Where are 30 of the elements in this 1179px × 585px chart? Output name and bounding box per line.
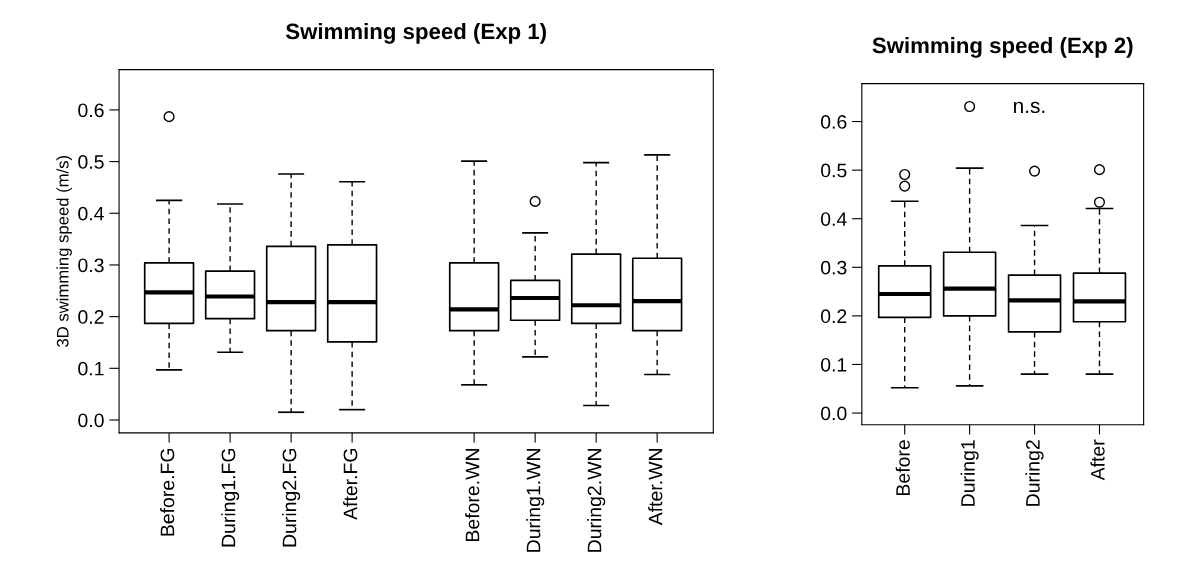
annotation: n.s. — [1013, 101, 1045, 114]
x-tick-label: After — [1090, 439, 1105, 481]
x-tick-label: Before.WN — [465, 449, 480, 541]
y-tick-label: 0.5 — [821, 163, 847, 178]
y-tick-label: 0.0 — [821, 406, 847, 421]
x-tick-label: During1.WN — [526, 449, 545, 552]
x-tick-label: During1.FG — [221, 448, 240, 547]
x-tick-label: During2.FG — [282, 448, 301, 547]
y-tick-label: 0.4 — [78, 206, 104, 221]
y-axis-title: 3D swimming speed (m/s) — [56, 155, 72, 347]
chart-title: Swimming speed (Exp 2) — [872, 37, 1133, 58]
y-tick-label: 0.6 — [821, 115, 847, 129]
x-tick-label: After.WN — [648, 449, 663, 526]
chart-title: Swimming speed (Exp 1) — [285, 22, 546, 44]
y-tick-label: 0.5 — [78, 155, 104, 169]
x-tick-label: During2 — [1025, 440, 1044, 506]
y-tick-label: 0.1 — [78, 361, 104, 376]
x-tick-label: After.FG — [343, 448, 358, 520]
y-tick-label: 0.1 — [821, 357, 847, 372]
x-tick-label: During2.WN — [587, 449, 606, 552]
y-tick-label: 0.3 — [78, 258, 104, 273]
y-tick-label: 0.4 — [821, 212, 847, 226]
y-tick-label: 0.2 — [821, 309, 847, 324]
x-tick-label: During1 — [960, 440, 979, 506]
y-tick-label: 0.3 — [821, 260, 847, 275]
y-tick-label: 0.0 — [78, 413, 104, 428]
y-tick-label: 0.6 — [78, 103, 104, 118]
x-tick-label: Before — [895, 440, 910, 495]
x-tick-label: Before.FG — [160, 448, 175, 536]
y-tick-label: 0.2 — [78, 310, 104, 324]
